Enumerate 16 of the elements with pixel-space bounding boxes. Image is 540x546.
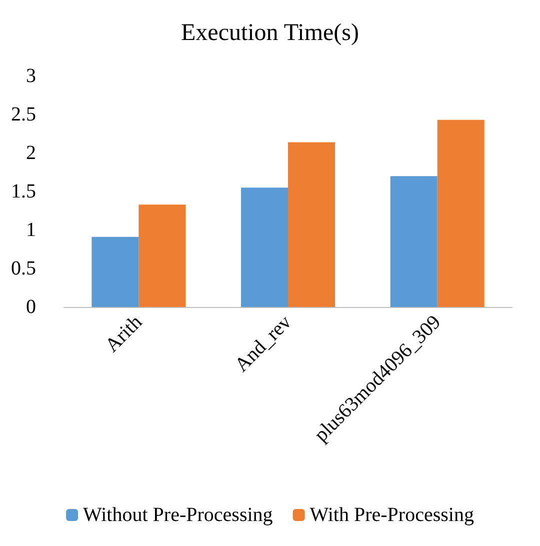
bar: [138, 204, 186, 307]
y-tick-label: 0.5: [11, 258, 36, 280]
legend-label: With Pre-Processing: [310, 504, 474, 526]
y-tick-label: 0: [26, 296, 36, 318]
bar: [241, 188, 288, 307]
y-tick-label: 1: [26, 219, 36, 241]
bar: [288, 142, 335, 307]
chart-title: Execution Time(s): [181, 20, 359, 46]
y-tick-label: 1.5: [11, 180, 36, 202]
y-tick-label: 2: [26, 142, 36, 164]
bar: [390, 176, 438, 307]
legend-label: Without Pre-Processing: [83, 504, 273, 526]
y-tick-label: 3: [26, 65, 36, 87]
bar: [92, 236, 139, 307]
y-tick-label: 2.5: [11, 104, 36, 126]
bar: [437, 120, 484, 307]
